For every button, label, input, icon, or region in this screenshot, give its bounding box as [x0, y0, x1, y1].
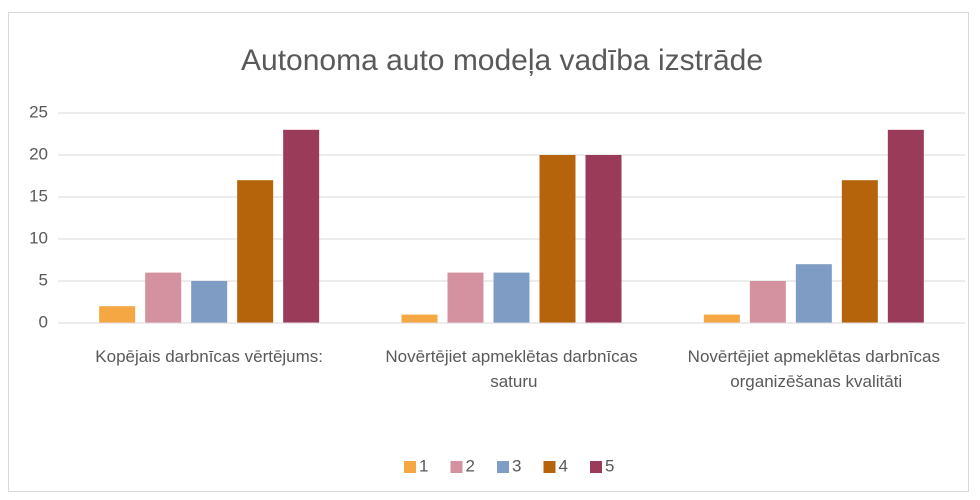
bar [191, 281, 228, 323]
chart-frame [8, 12, 969, 492]
bar [795, 264, 832, 323]
bar [749, 281, 786, 323]
bar [493, 272, 530, 323]
x-tick-label: Novērtējiet apmeklētas darbnīcas organiz… [688, 347, 940, 391]
y-tick-label: 5 [39, 270, 48, 289]
legend-label: 2 [466, 456, 475, 475]
bar [401, 314, 438, 323]
bar [887, 129, 924, 323]
bar [99, 306, 136, 323]
bar [145, 272, 182, 323]
y-tick-label: 25 [29, 102, 48, 121]
legend-label: 3 [512, 456, 521, 475]
bar [703, 314, 740, 323]
legend-swatch [590, 461, 602, 473]
legend-label: 4 [559, 456, 568, 475]
legend-swatch [404, 461, 416, 473]
x-tick-label: Kopējais darbnīcas vērtējums: [95, 347, 323, 366]
y-tick-label: 15 [29, 186, 48, 205]
y-tick-label: 20 [29, 144, 48, 163]
legend-swatch [543, 461, 556, 473]
legend-label: 1 [419, 456, 428, 475]
bar [447, 272, 484, 323]
bar [539, 155, 576, 323]
bar [841, 180, 878, 323]
legend-swatch [497, 461, 509, 473]
y-tick-label: 10 [29, 228, 48, 247]
bar [237, 180, 274, 323]
bar [283, 129, 320, 323]
legend-label: 5 [605, 456, 614, 475]
chart-title: Autonoma auto modeļa vadība izstrāde [241, 44, 763, 77]
y-tick-label: 0 [39, 312, 48, 331]
legend-swatch [450, 461, 463, 473]
x-tick-label: Novērtējiet apmeklētas darbnīcas saturu [385, 347, 637, 391]
bar [585, 155, 622, 323]
